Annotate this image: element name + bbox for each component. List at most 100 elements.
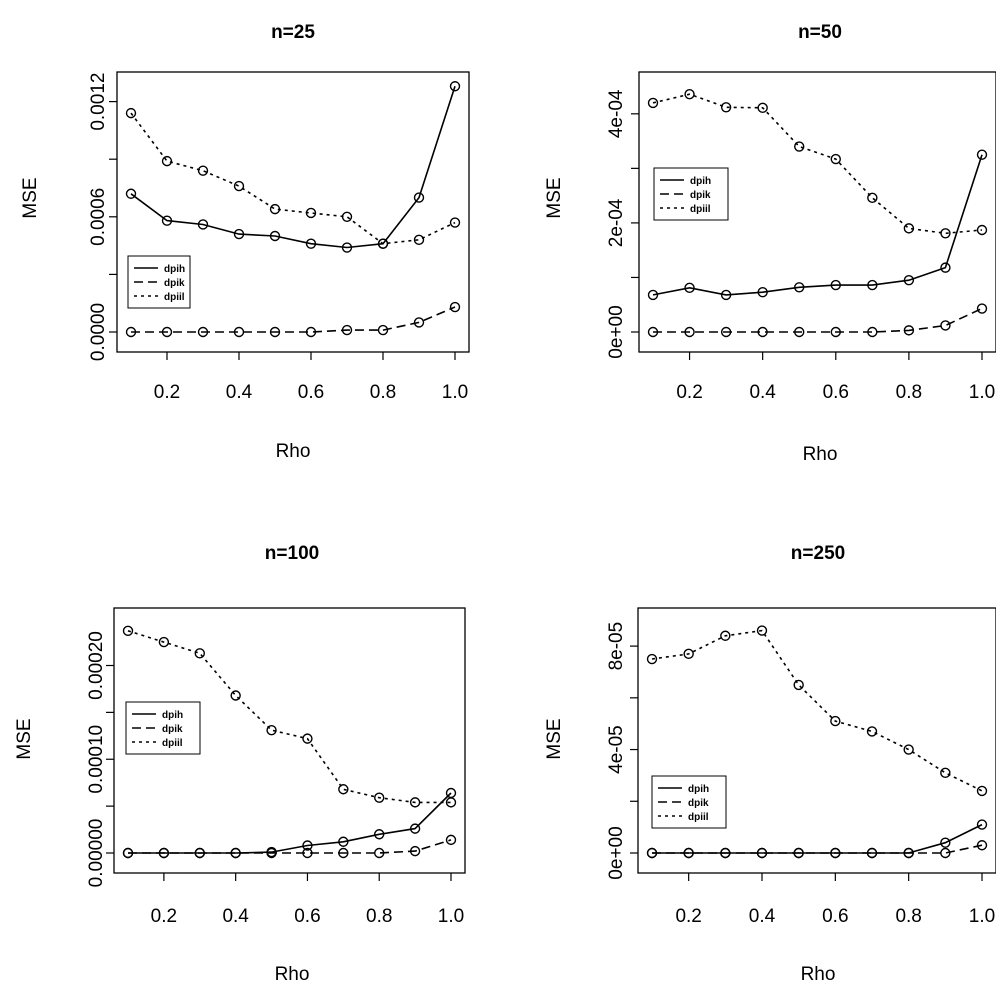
y-tick-label: 0e+00 bbox=[606, 826, 627, 879]
y-tick-label: 2e-04 bbox=[606, 198, 627, 247]
data-point-dpiil bbox=[338, 784, 349, 795]
chart-title: n=250 bbox=[791, 543, 845, 564]
legend-label-dpik: dpik bbox=[688, 798, 709, 809]
x-tick-label: 1.0 bbox=[438, 906, 464, 927]
y-tick-label: 4e-04 bbox=[606, 89, 627, 138]
data-point-dpiil bbox=[683, 648, 694, 660]
y-tick-label: 0e+00 bbox=[606, 305, 627, 358]
data-point-dpih bbox=[720, 289, 732, 301]
data-point-dpik bbox=[976, 303, 988, 314]
chart-title: n=100 bbox=[265, 543, 319, 564]
x-tick-label: 1.0 bbox=[969, 382, 995, 403]
legend-label-dpik: dpik bbox=[162, 724, 183, 735]
x-tick-label: 0.8 bbox=[370, 382, 396, 403]
series-line-dpik bbox=[131, 306, 456, 333]
data-point-dpiil bbox=[122, 625, 134, 637]
data-point-dpik bbox=[793, 847, 804, 859]
data-point-dpiil bbox=[374, 792, 385, 803]
data-point-dpik bbox=[976, 840, 988, 851]
x-tick-label: 0.2 bbox=[154, 382, 180, 403]
data-point-dpih bbox=[940, 837, 951, 848]
chart-panel-4: n=250 Rho MSE 0.2 0.4 0.6 0.8 1.0 0e+00 4e-05 8e-0… bbox=[544, 543, 996, 985]
x-tick-label: 0.4 bbox=[749, 382, 776, 403]
data-point-dpiil bbox=[647, 97, 659, 109]
data-point-dpih bbox=[757, 286, 768, 298]
series-line-dpiil bbox=[652, 93, 983, 235]
data-point-dpik bbox=[341, 324, 353, 336]
legend-label-dpiil: dpiil bbox=[164, 292, 185, 303]
data-point-dpih bbox=[374, 829, 385, 840]
y-axis-label: MSE bbox=[14, 718, 35, 759]
data-point-dpih bbox=[449, 81, 461, 92]
legend-label-dpiil: dpiil bbox=[688, 812, 709, 823]
plot-frame bbox=[637, 607, 996, 874]
chart-title: n=50 bbox=[798, 22, 842, 43]
data-point-dpik bbox=[413, 317, 425, 328]
series-line-dpik bbox=[653, 307, 983, 333]
data-point-dpik bbox=[374, 847, 385, 859]
series-line-dpiil bbox=[127, 630, 451, 804]
data-point-dpih bbox=[269, 230, 281, 242]
data-point-dpiil bbox=[266, 724, 277, 736]
data-point-dpik bbox=[866, 847, 878, 859]
chart-panel-3: n=100 Rho MSE 0.2 0.4 0.6 0.8 1.0 0.00000 0.00010… bbox=[14, 543, 466, 985]
data-point-dpiil bbox=[197, 165, 209, 176]
data-point-dpih bbox=[161, 215, 173, 226]
x-axis-label: Rho bbox=[803, 444, 838, 465]
data-point-dpik bbox=[230, 847, 241, 859]
data-point-dpih bbox=[867, 279, 878, 291]
series-line-dpih bbox=[130, 85, 456, 249]
data-point-dpiil bbox=[194, 648, 205, 659]
data-point-dpiil bbox=[449, 217, 461, 228]
legend-label-dpik: dpik bbox=[164, 278, 185, 289]
y-tick-label: 0.0006 bbox=[88, 188, 109, 246]
data-point-dpik bbox=[794, 326, 805, 338]
data-point-dpiil bbox=[830, 153, 841, 165]
y-axis-label: MSE bbox=[20, 177, 41, 218]
data-point-dpih bbox=[794, 282, 805, 293]
legend-label-dpih: dpih bbox=[690, 176, 711, 187]
data-point-dpiil bbox=[794, 141, 805, 152]
data-point-dpiil bbox=[867, 192, 878, 204]
data-point-dpik bbox=[830, 847, 841, 859]
data-point-dpih bbox=[341, 242, 353, 253]
data-point-dpik bbox=[903, 325, 915, 336]
x-tick-label: 0.6 bbox=[294, 906, 320, 927]
data-point-dpih bbox=[830, 279, 841, 291]
legend: dpih dpik dpiil bbox=[653, 167, 729, 221]
data-point-dpiil bbox=[413, 234, 425, 246]
chart-panel-2: n=50 Rho MSE 0.2 0.4 0.6 0.8 1.0 0e+00 2e-04 4e-04… bbox=[544, 22, 996, 465]
legend-label-dpiil: dpiil bbox=[162, 738, 183, 749]
data-point-dpik bbox=[266, 847, 277, 859]
data-point-dpih bbox=[903, 274, 915, 286]
data-point-dpiil bbox=[793, 679, 804, 691]
data-point-dpik bbox=[720, 326, 732, 338]
data-point-dpiil bbox=[646, 653, 658, 665]
data-point-dpiil bbox=[341, 211, 353, 223]
x-tick-label: 1.0 bbox=[969, 906, 995, 927]
legend: dpih dpik dpiil bbox=[651, 775, 727, 829]
data-point-dpiil bbox=[940, 228, 951, 239]
chart-panel-1: n=25 Rho MSE 0.2 0.4 0.6 0.8 1.0 0.0000 0.0006 0.0… bbox=[20, 22, 470, 462]
data-point-dpik bbox=[940, 320, 951, 331]
data-point-dpiil bbox=[269, 203, 281, 215]
x-tick-label: 0.8 bbox=[366, 906, 392, 927]
y-axis-label: MSE bbox=[544, 718, 565, 759]
data-point-dpik bbox=[830, 326, 841, 338]
data-point-dpiil bbox=[940, 767, 951, 779]
plot-frame bbox=[113, 607, 466, 874]
legend-label-dpih: dpih bbox=[164, 264, 185, 275]
plot-frame bbox=[638, 71, 996, 353]
data-point-dpik bbox=[338, 847, 349, 859]
x-tick-label: 0.2 bbox=[675, 906, 701, 927]
data-point-dpik bbox=[647, 326, 659, 338]
data-point-dpik bbox=[684, 326, 695, 338]
legend: dpih dpik dpiil bbox=[127, 255, 191, 309]
data-point-dpik bbox=[903, 847, 914, 859]
data-point-dpik bbox=[445, 834, 457, 846]
data-point-dpik bbox=[867, 326, 878, 338]
data-point-dpiil bbox=[125, 107, 137, 119]
plot-frame bbox=[116, 71, 470, 353]
x-tick-label: 0.2 bbox=[676, 382, 702, 403]
